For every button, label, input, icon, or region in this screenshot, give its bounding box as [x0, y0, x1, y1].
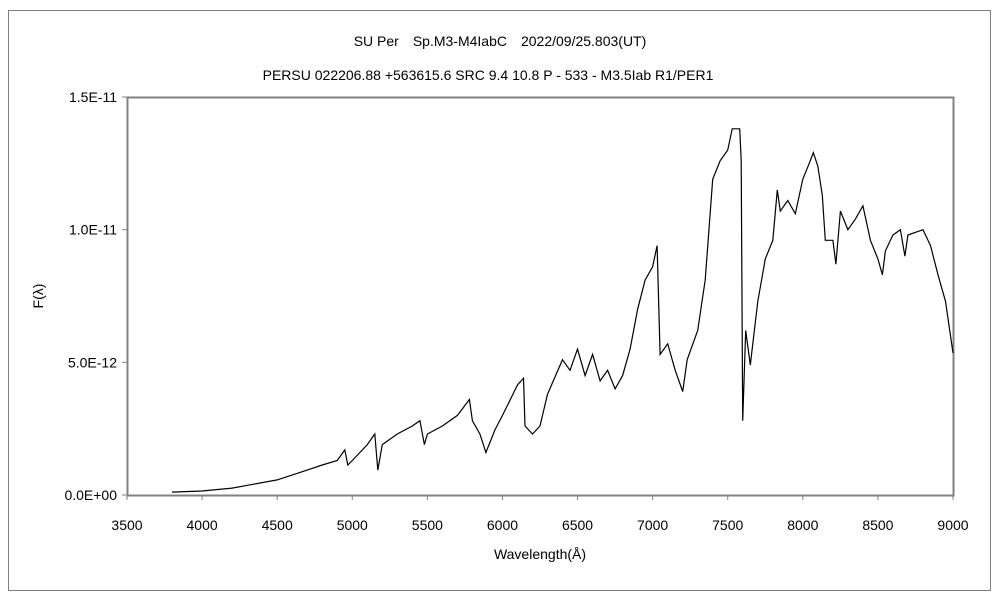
y-tick-label: 1.5E-11: [69, 89, 117, 105]
x-tick-label: 8000: [787, 517, 818, 533]
chart-subtitle: PERSU 022206.88 +563615.6 SRC 9.4 10.8 P…: [263, 67, 714, 83]
y-tick-label: 0.0E+00: [64, 487, 117, 503]
chart-title: SU Per Sp.M3-M4IabC 2022/09/25.803(UT): [354, 33, 647, 49]
x-tick-label: 7500: [712, 517, 743, 533]
x-axis-label: Wavelength(Å): [494, 546, 586, 562]
x-tick-label: 6500: [562, 517, 593, 533]
x-tick-label: 4000: [187, 517, 218, 533]
chart-border: [8, 10, 991, 591]
x-tick-label: 9000: [937, 517, 968, 533]
x-tick-label: 5500: [412, 517, 443, 533]
x-tick-label: 5000: [337, 517, 368, 533]
y-tick-label: 5.0E-12: [68, 354, 117, 370]
x-tick-label: 7000: [637, 517, 668, 533]
spectrum-line: [172, 128, 954, 493]
x-tick-label: 4500: [262, 517, 293, 533]
x-tick-label: 6000: [487, 517, 518, 533]
x-tick-label: 8500: [862, 517, 893, 533]
y-axis-label: F(λ): [30, 284, 46, 309]
x-tick-label: 3500: [111, 517, 142, 533]
plot-area: [126, 96, 955, 497]
y-tick-label: 1.0E-11: [69, 222, 117, 238]
